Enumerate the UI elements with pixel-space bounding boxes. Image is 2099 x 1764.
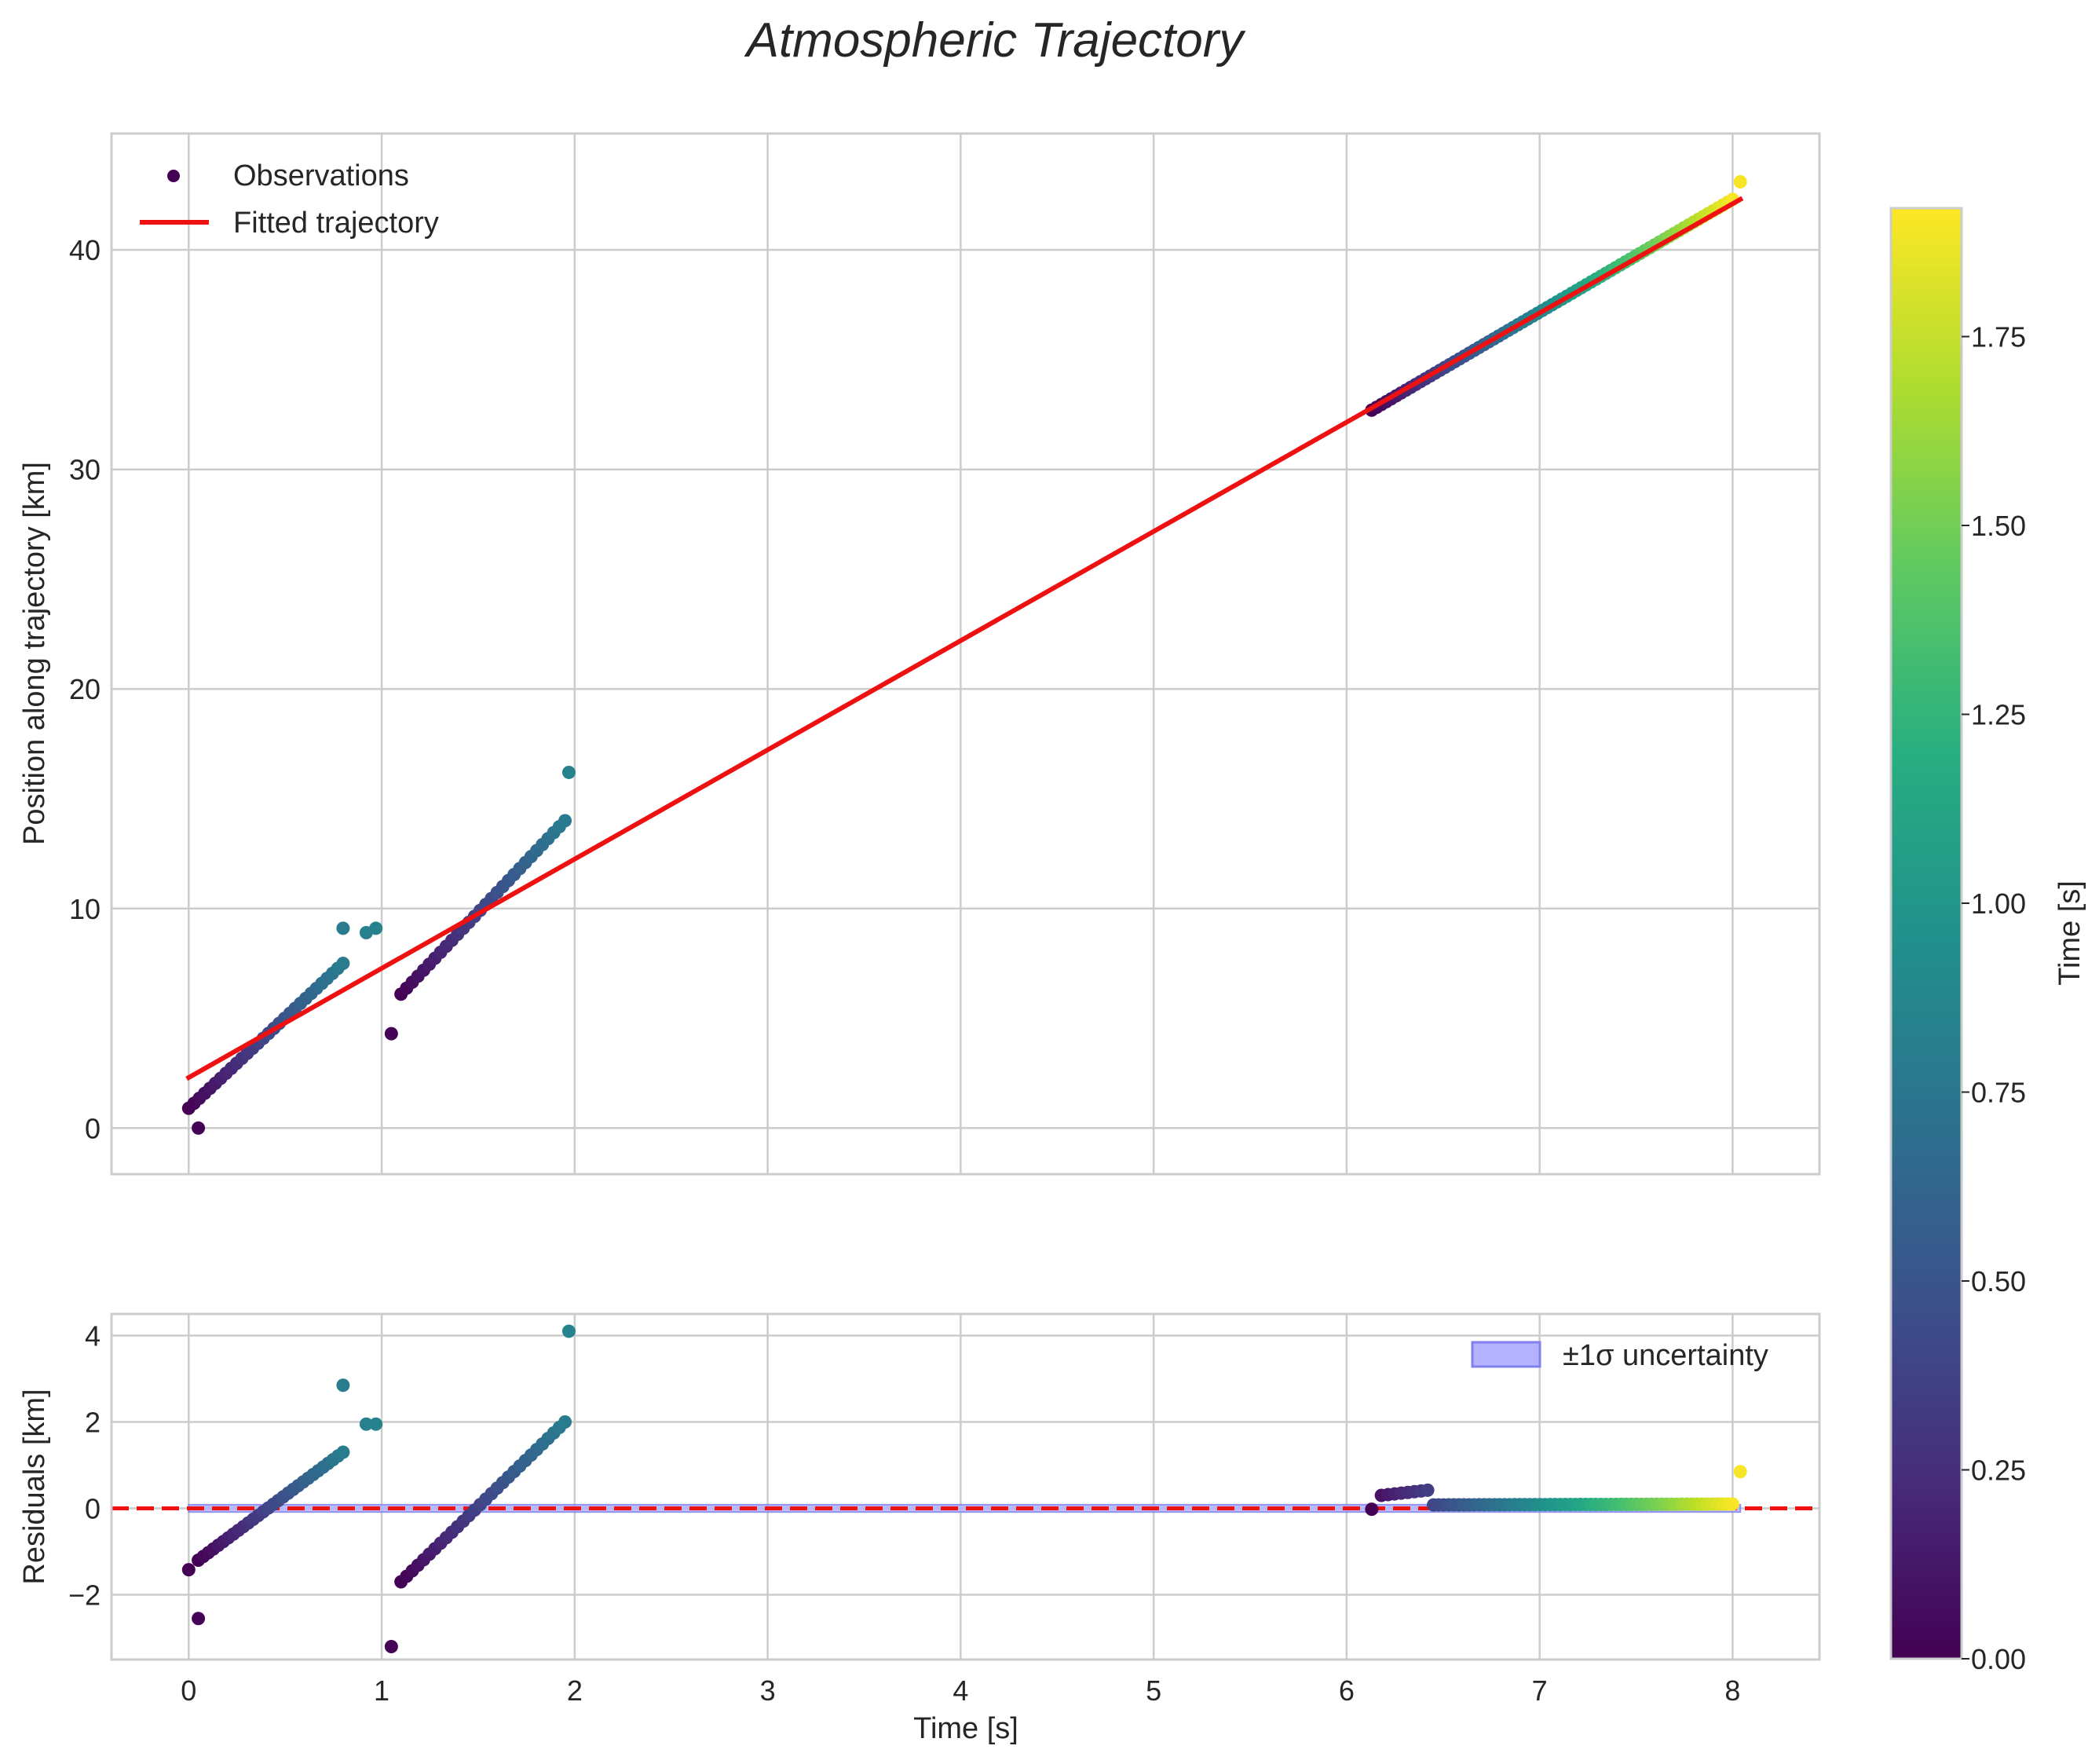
residual-x-tick-label: 5 bbox=[1146, 1674, 1161, 1707]
residual-point bbox=[336, 1378, 350, 1393]
residual-x-tick-label: 0 bbox=[181, 1674, 196, 1707]
main-legend: Observations Fitted trajectory bbox=[140, 159, 439, 240]
colorbar-ticks: 0.00 0.25 0.50 0.75 1.00 1.25 1.50 1.75 bbox=[1962, 321, 2026, 1675]
residual-x-tick-label: 4 bbox=[953, 1674, 968, 1707]
colorbar-tick-label: 1.75 bbox=[1971, 321, 2026, 353]
residual-y-axis-label: Residuals [km] bbox=[18, 1389, 51, 1584]
residual-x-tick-label: 3 bbox=[760, 1674, 776, 1707]
residual-point bbox=[192, 1612, 206, 1626]
residual-data-marks bbox=[112, 1324, 1819, 1653]
main-plot-frame bbox=[110, 132, 1821, 1176]
observation-point bbox=[558, 814, 572, 828]
fitted-trajectory-line bbox=[185, 196, 1744, 1081]
main-data-marks bbox=[181, 174, 1747, 1135]
legend-uncertainty-label: ±1σ uncertainty bbox=[1563, 1339, 1768, 1372]
residual-x-tick-label: 6 bbox=[1339, 1674, 1355, 1707]
residual-point bbox=[1365, 1502, 1379, 1517]
residual-x-tick-label: 2 bbox=[567, 1674, 583, 1707]
residual-y-ticks: −2 0 2 4 bbox=[68, 1320, 101, 1612]
main-plot-background bbox=[112, 134, 1819, 1174]
observation-point bbox=[561, 765, 576, 779]
residual-x-tick-label: 8 bbox=[1724, 1674, 1740, 1707]
main-y-tick-label: 10 bbox=[69, 893, 101, 925]
observation-point bbox=[336, 921, 350, 935]
legend-fitted-label: Fitted trajectory bbox=[233, 207, 439, 240]
main-panel: 0 10 20 30 40 Position along trajectory [km]… bbox=[18, 132, 1821, 1176]
legend-observations-marker bbox=[167, 170, 180, 182]
residual-point bbox=[1733, 1465, 1747, 1479]
main-y-axis-label: Position along trajectory [km] bbox=[18, 462, 51, 845]
main-y-ticks: 0 10 20 30 40 bbox=[69, 234, 101, 1144]
residual-y-tick-label: 0 bbox=[85, 1493, 101, 1525]
colorbar-label: Time [s] bbox=[2053, 880, 2086, 986]
residual-legend: ±1σ uncertainty bbox=[1471, 1339, 1768, 1372]
residual-y-tick-label: 2 bbox=[85, 1407, 101, 1439]
residual-point bbox=[558, 1415, 572, 1429]
residual-point bbox=[561, 1324, 576, 1338]
colorbar-tick-label: 1.25 bbox=[1971, 699, 2026, 731]
residual-point bbox=[359, 1417, 373, 1431]
main-gridlines bbox=[112, 134, 1819, 1174]
legend-observations-label: Observations bbox=[233, 159, 409, 192]
colorbar-tick-label: 0.75 bbox=[1971, 1077, 2026, 1109]
colorbar-tick-label: 1.50 bbox=[1971, 510, 2026, 542]
observation-point bbox=[384, 1027, 398, 1041]
main-y-tick-label: 0 bbox=[85, 1112, 101, 1144]
residual-x-tick-label: 7 bbox=[1532, 1674, 1548, 1707]
colorbar-tick-label: 0.50 bbox=[1971, 1265, 2026, 1297]
legend-uncertainty-swatch bbox=[1471, 1341, 1541, 1368]
residual-point bbox=[181, 1563, 196, 1577]
colorbar-tick-label: 0.25 bbox=[1971, 1455, 2026, 1487]
residual-plot-background bbox=[112, 1314, 1819, 1660]
colorbar-tick-label: 0.00 bbox=[1971, 1643, 2026, 1675]
residual-point bbox=[336, 1445, 350, 1459]
observation-point bbox=[336, 957, 350, 971]
chart-title: Atmospheric Trajectory bbox=[744, 13, 1247, 68]
observation-point bbox=[192, 1121, 206, 1135]
residual-x-ticks: 0 1 2 3 4 5 6 7 8 bbox=[181, 1674, 1740, 1707]
colorbar: 0.00 0.25 0.50 0.75 1.00 1.25 1.50 1.75 Time [s… bbox=[1889, 207, 2086, 1675]
residual-point bbox=[1421, 1483, 1435, 1497]
main-y-tick-label: 20 bbox=[69, 673, 101, 705]
colorbar-gradient bbox=[1889, 207, 1963, 1660]
main-y-tick-label: 40 bbox=[69, 234, 101, 266]
residual-x-axis-label: Time [s] bbox=[913, 1712, 1018, 1745]
residual-plot-frame bbox=[110, 1312, 1821, 1661]
residual-y-tick-label: 4 bbox=[85, 1320, 101, 1352]
main-y-tick-label: 30 bbox=[69, 454, 101, 486]
residual-point bbox=[384, 1640, 398, 1653]
residual-point bbox=[369, 1417, 383, 1431]
residual-point bbox=[1725, 1497, 1739, 1511]
observation-point bbox=[1733, 174, 1747, 188]
residual-x-tick-label: 1 bbox=[374, 1674, 389, 1707]
residual-y-tick-label: −2 bbox=[68, 1579, 101, 1612]
observation-point bbox=[369, 921, 383, 935]
colorbar-tick-label: 1.00 bbox=[1971, 887, 2026, 920]
